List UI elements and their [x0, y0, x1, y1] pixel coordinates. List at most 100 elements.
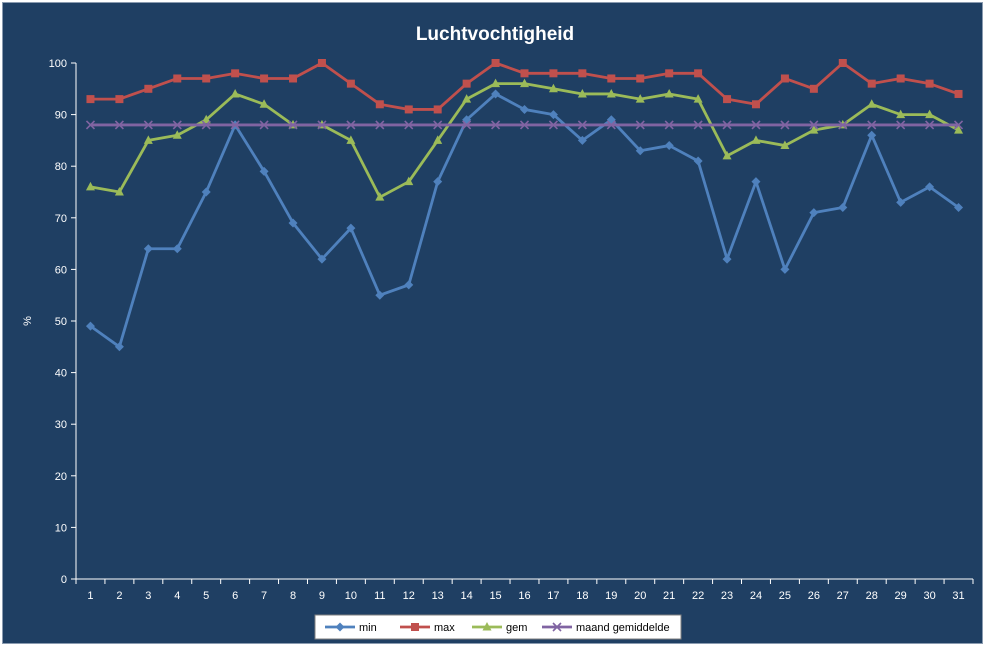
y-tick-label: 90	[55, 110, 67, 122]
y-tick-label: 100	[49, 58, 67, 70]
x-tick-label: 14	[461, 590, 473, 602]
data-point-max	[317, 59, 326, 67]
y-tick-label: 80	[55, 161, 67, 173]
legend-item-min: min	[325, 622, 377, 634]
data-point-gem	[172, 130, 182, 139]
data-point-max	[404, 105, 413, 114]
data-point-gem	[346, 135, 356, 144]
series-line-gem	[90, 82, 960, 199]
x-tick-label: 2	[116, 590, 122, 602]
data-point-maand-gemiddelde	[433, 120, 443, 130]
data-point-maand-gemiddelde	[953, 120, 964, 130]
data-point-maand-gemiddelde	[838, 120, 848, 130]
data-point-gem	[85, 181, 95, 191]
data-point-min	[114, 342, 124, 352]
data-point-min	[838, 202, 848, 212]
data-point-max	[636, 74, 645, 83]
legend-item-maand-gemiddelde: maand gemiddelde	[542, 622, 670, 634]
data-point-gem	[925, 109, 935, 119]
data-point-gem	[491, 78, 501, 88]
data-point-max	[231, 69, 240, 78]
data-point-maand-gemiddelde	[375, 120, 385, 130]
x-tick-label: 24	[750, 590, 762, 602]
legend-item-gem: gem	[472, 622, 527, 634]
x-tick-label: 23	[721, 590, 733, 602]
y-tick-label: 50	[55, 316, 67, 328]
x-tick-label: 26	[808, 590, 820, 602]
x-tick-label: 18	[576, 590, 588, 602]
data-point-gem	[635, 94, 645, 103]
data-point-maand-gemiddelde	[896, 120, 906, 130]
x-tick-label: 12	[403, 590, 415, 602]
data-point-maand-gemiddelde	[780, 120, 790, 130]
x-tick-label: 15	[489, 590, 501, 602]
y-tick-label: 0	[61, 574, 67, 586]
data-point-min	[259, 166, 269, 176]
data-point-min	[375, 290, 385, 300]
series-gem	[85, 78, 964, 201]
data-point-maand-gemiddelde	[230, 120, 240, 130]
data-point-max	[694, 69, 703, 78]
data-point-gem	[606, 88, 616, 98]
data-point-max	[115, 95, 124, 104]
data-point-maand-gemiddelde	[635, 120, 645, 130]
x-tick-label: 31	[952, 590, 964, 602]
data-point-gem	[751, 135, 761, 144]
x-tick-label: 5	[203, 590, 209, 602]
chart-svg: Luchtvochtigheid % 0 10 20 30 40 50 60 70 80 90 10…	[22, 24, 974, 640]
legend-item-max: max	[400, 622, 455, 634]
data-point-min	[751, 177, 761, 187]
y-tick-label: 30	[55, 419, 67, 431]
data-point-min	[809, 208, 819, 218]
data-point-maand-gemiddelde	[462, 120, 472, 130]
data-point-gem	[404, 176, 414, 186]
x-tick-label: 16	[518, 590, 530, 602]
data-point-gem	[114, 187, 124, 196]
x-tick-label: 1	[87, 590, 93, 602]
x-tick-label: 3	[145, 590, 151, 602]
legend-label-max: max	[434, 622, 455, 634]
legend-marker-maand-gemiddelde	[552, 622, 562, 632]
data-point-maand-gemiddelde	[490, 120, 501, 130]
x-tick-label: 10	[345, 590, 357, 602]
x-tick-label: 6	[232, 590, 238, 602]
data-point-max	[375, 100, 384, 109]
data-point-max	[867, 79, 876, 88]
data-point-gem	[577, 88, 587, 98]
x-tick-label: 13	[432, 590, 444, 602]
data-point-min	[520, 104, 529, 114]
data-point-maand-gemiddelde	[925, 120, 935, 130]
data-point-maand-gemiddelde	[201, 120, 211, 130]
data-point-max	[433, 105, 442, 114]
data-point-maand-gemiddelde	[404, 120, 414, 130]
data-point-max	[520, 69, 529, 78]
data-point-min	[491, 89, 501, 99]
data-point-gem	[143, 135, 153, 144]
x-tick-label: 7	[261, 590, 267, 602]
data-point-gem	[462, 94, 472, 103]
x-tick-label: 4	[174, 590, 180, 602]
data-point-max	[462, 79, 471, 88]
data-point-gem	[722, 150, 732, 160]
data-point-min	[635, 146, 645, 156]
chart-title: Luchtvochtigheid	[416, 24, 574, 45]
x-tick-label: 21	[663, 590, 675, 602]
series-line-min	[89, 92, 960, 349]
data-point-maand-gemiddelde	[519, 120, 530, 130]
data-point-max	[607, 74, 616, 83]
y-axis-label: %	[22, 316, 34, 326]
data-point-maand-gemiddelde	[606, 120, 616, 130]
series-layer	[85, 59, 964, 352]
data-point-min	[722, 254, 732, 264]
data-point-max	[260, 74, 269, 83]
data-point-maand-gemiddelde	[143, 120, 153, 130]
data-point-maand-gemiddelde	[577, 120, 587, 130]
data-point-max	[144, 84, 153, 93]
data-point-max	[751, 100, 760, 109]
data-point-max	[838, 59, 847, 67]
data-point-gem	[954, 125, 964, 134]
data-point-maand-gemiddelde	[548, 120, 559, 130]
data-point-max	[578, 69, 587, 78]
y-tick-label: 40	[55, 368, 67, 380]
